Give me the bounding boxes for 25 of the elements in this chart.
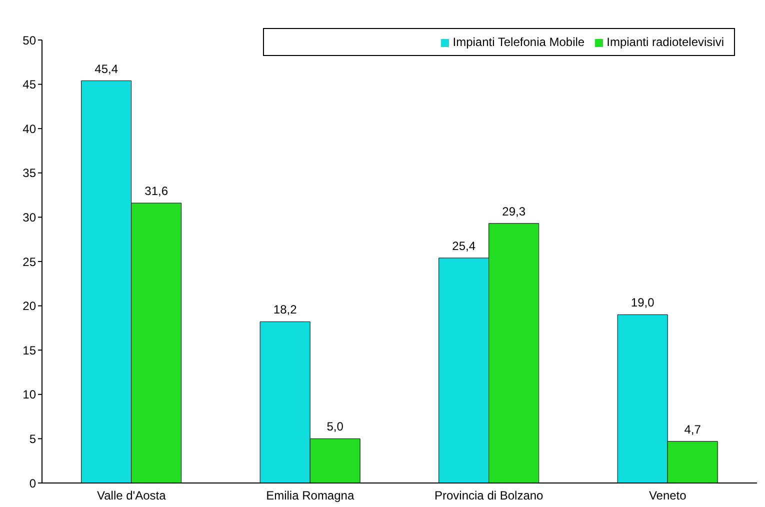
y-tick-label: 20 xyxy=(22,299,36,314)
y-tick-label: 50 xyxy=(22,33,36,48)
y-tick-label: 15 xyxy=(22,343,36,358)
x-tick-label: Provincia di Bolzano xyxy=(434,488,544,503)
x-tick-label: Valle d'Aosta xyxy=(96,488,166,503)
y-tick-label: 35 xyxy=(22,166,36,180)
y-tick-label: 45 xyxy=(22,78,36,92)
data-label: 18,2 xyxy=(273,302,298,317)
y-tick-label: 5 xyxy=(29,432,36,446)
x-tick-label: Emilia Romagna xyxy=(266,488,354,503)
legend-label: Impianti Telefonia Mobile xyxy=(452,35,585,49)
x-tick-label: Veneto xyxy=(648,488,687,503)
data-label: 31,6 xyxy=(144,184,168,198)
data-label: 25,4 xyxy=(452,238,476,253)
y-tick-label: 0 xyxy=(29,476,36,490)
y-tick-label: 25 xyxy=(22,254,36,269)
data-label: 4,7 xyxy=(684,422,702,436)
data-label: 29,3 xyxy=(502,204,526,218)
data-label: 5,0 xyxy=(326,420,344,434)
legend-label: Impianti radiotelevisivi xyxy=(606,35,724,49)
y-tick-label: 40 xyxy=(22,122,36,136)
y-tick-label: 30 xyxy=(22,210,36,224)
data-label: 45,4 xyxy=(94,62,118,76)
data-label: 19,0 xyxy=(630,296,655,310)
y-tick-label: 10 xyxy=(22,388,36,402)
